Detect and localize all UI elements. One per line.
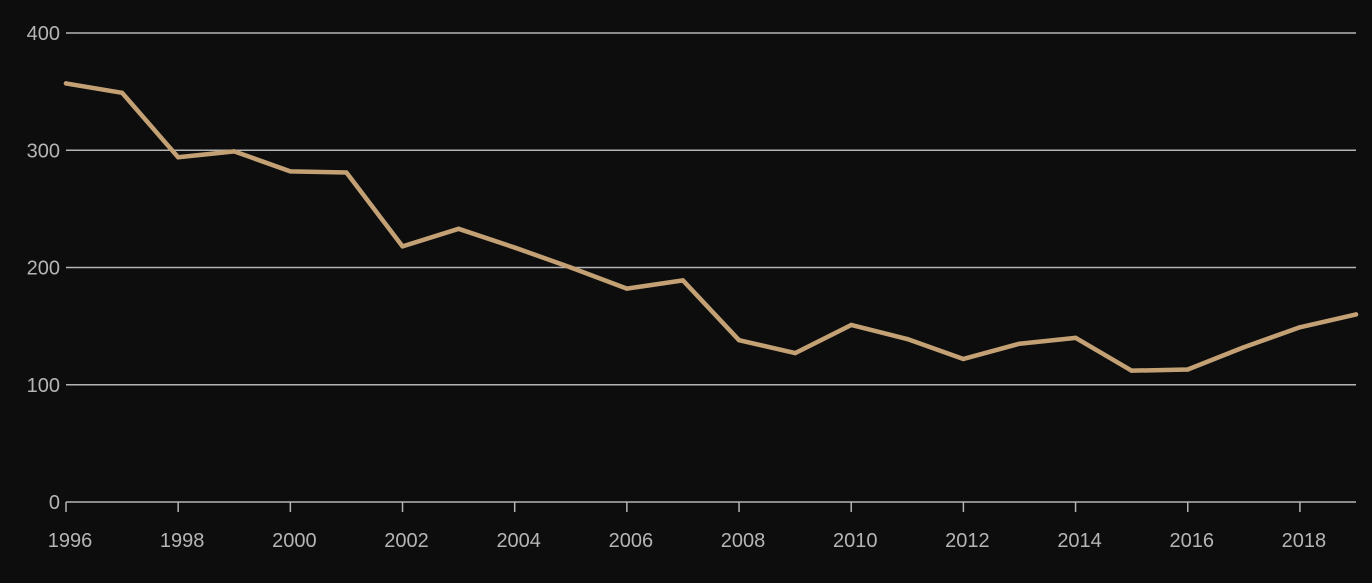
y-tick-label-100: 100 — [27, 375, 60, 397]
data-point-2014 — [1073, 335, 1078, 341]
x-tick-label-2004: 2004 — [496, 530, 541, 552]
data-point-2005 — [568, 265, 573, 270]
data-point-1999 — [232, 149, 237, 154]
y-tick-label-400: 400 — [27, 23, 60, 45]
data-point-2002 — [400, 244, 405, 249]
y-tick-label-300: 300 — [27, 140, 60, 162]
data-point-2007 — [680, 278, 686, 283]
data-point-2017 — [1241, 345, 1247, 350]
x-tick-label-2012: 2012 — [945, 530, 990, 552]
x-tick-label-2018: 2018 — [1282, 530, 1327, 552]
x-tick-label-1998: 1998 — [160, 530, 205, 552]
data-point-1998 — [175, 155, 181, 160]
data-point-2000 — [288, 169, 293, 174]
y-axis-labels: 0 100 200 300 400 — [27, 23, 60, 514]
data-point-2008 — [736, 337, 742, 343]
data-point-1997 — [119, 90, 125, 95]
x-tick-label-2014: 2014 — [1057, 530, 1102, 552]
data-point-2010 — [849, 322, 854, 328]
data-point-2009 — [792, 350, 798, 356]
data-point-2012 — [961, 356, 966, 362]
data-point-2001 — [344, 170, 349, 175]
x-tick-label-1996: 1996 — [48, 530, 93, 552]
y-tick-label-200: 200 — [27, 258, 60, 280]
y-tick-label-0: 0 — [49, 492, 60, 514]
data-point-2011 — [905, 336, 910, 342]
series-layer — [63, 81, 1359, 373]
data-point-2019 — [1353, 312, 1359, 317]
x-tick-label-2002: 2002 — [384, 530, 429, 552]
data-point-2013 — [1017, 341, 1022, 346]
grid-lines — [66, 32, 1356, 503]
x-axis-labels: 1996 1998 2000 2002 2004 2006 2008 2010 2012 2014… — [48, 530, 1326, 552]
data-point-2016 — [1185, 367, 1190, 372]
x-tick-label-2010: 2010 — [833, 530, 878, 552]
data-point-2006 — [624, 286, 630, 291]
x-axis — [65, 502, 1301, 512]
x-tick-label-2000: 2000 — [272, 530, 317, 552]
data-point-2004 — [512, 245, 517, 250]
series-line-0 — [63, 81, 1359, 373]
x-tick-label-2016: 2016 — [1169, 530, 1214, 552]
data-point-2018 — [1297, 325, 1303, 330]
data-point-1996 — [63, 81, 69, 86]
x-tick-label-2006: 2006 — [609, 530, 654, 552]
data-point-2015 — [1129, 368, 1134, 373]
x-tick-label-2008: 2008 — [721, 530, 766, 552]
data-point-2003 — [456, 226, 461, 232]
